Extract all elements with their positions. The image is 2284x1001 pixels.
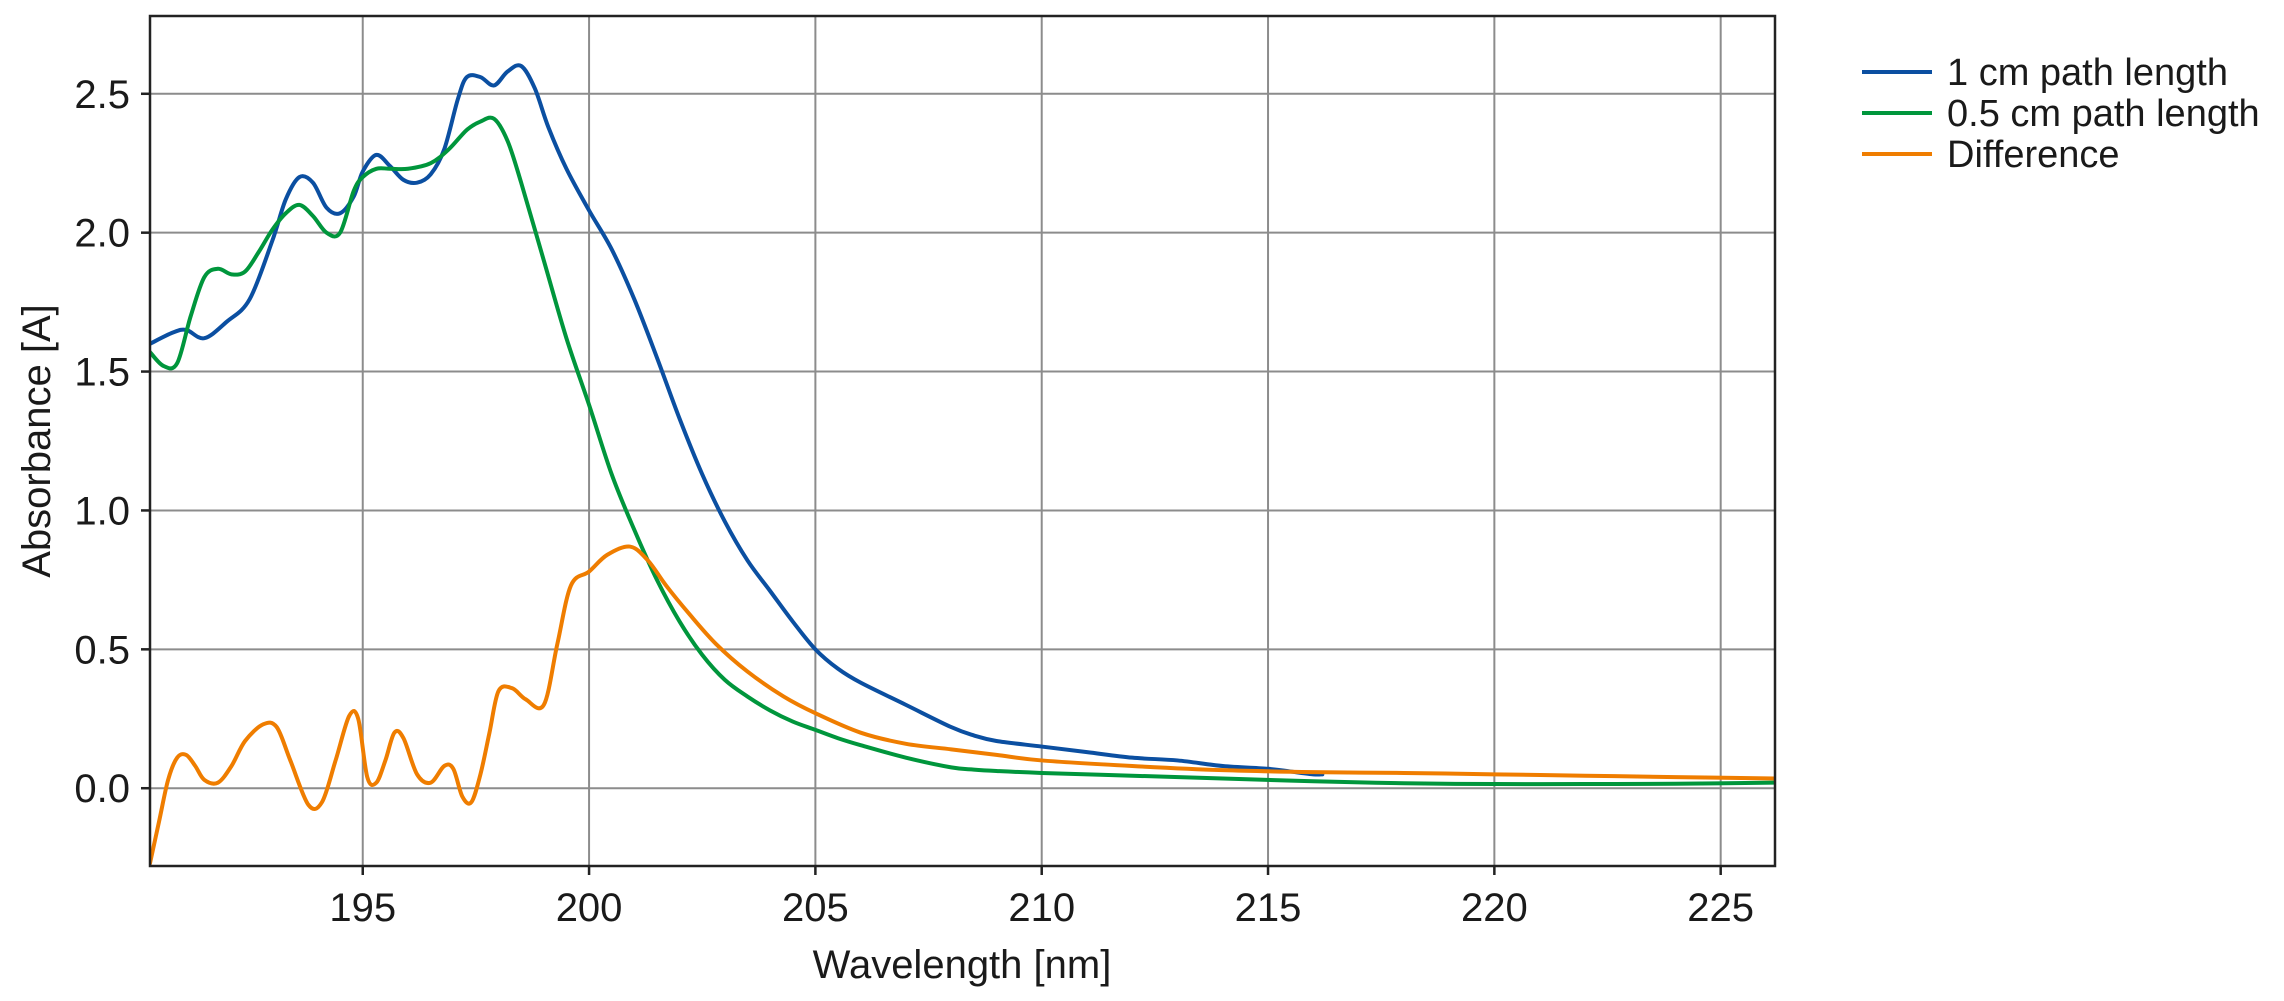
series-line-1-cm-path-length	[150, 65, 1322, 774]
y-tick-label: 2.5	[74, 73, 130, 117]
legend-label-1-cm-path-length: 1 cm path length	[1947, 52, 2228, 94]
x-tick-label: 225	[1687, 886, 1754, 930]
series-line-difference	[150, 546, 1775, 863]
legend-label-difference: Difference	[1947, 134, 2120, 176]
series-line-0-5-cm-path-length	[150, 118, 1775, 785]
x-tick-label: 195	[329, 886, 396, 930]
y-tick-label: 1.5	[74, 351, 130, 395]
x-tick-label: 220	[1461, 886, 1528, 930]
x-tick-label: 200	[556, 886, 623, 930]
y-tick-label: 0.5	[74, 628, 130, 672]
y-axis-title: Absorbance [A]	[15, 304, 59, 578]
y-tick-label: 1.0	[74, 489, 130, 533]
x-tick-label: 215	[1235, 886, 1302, 930]
y-tick-label: 0.0	[74, 767, 130, 811]
plot-series	[150, 65, 1775, 863]
x-axis-title: Wavelength [nm]	[813, 943, 1112, 987]
axis-ticks: 195 200 205 210 215 220 225 0.0 0.5 1.0 1.5 2.0 2.5	[74, 73, 1754, 930]
y-tick-label: 2.0	[74, 212, 130, 256]
x-tick-label: 205	[782, 886, 849, 930]
x-tick-label: 210	[1008, 886, 1075, 930]
legend-label-0-5-cm-path-length: 0.5 cm path length	[1947, 93, 2260, 135]
